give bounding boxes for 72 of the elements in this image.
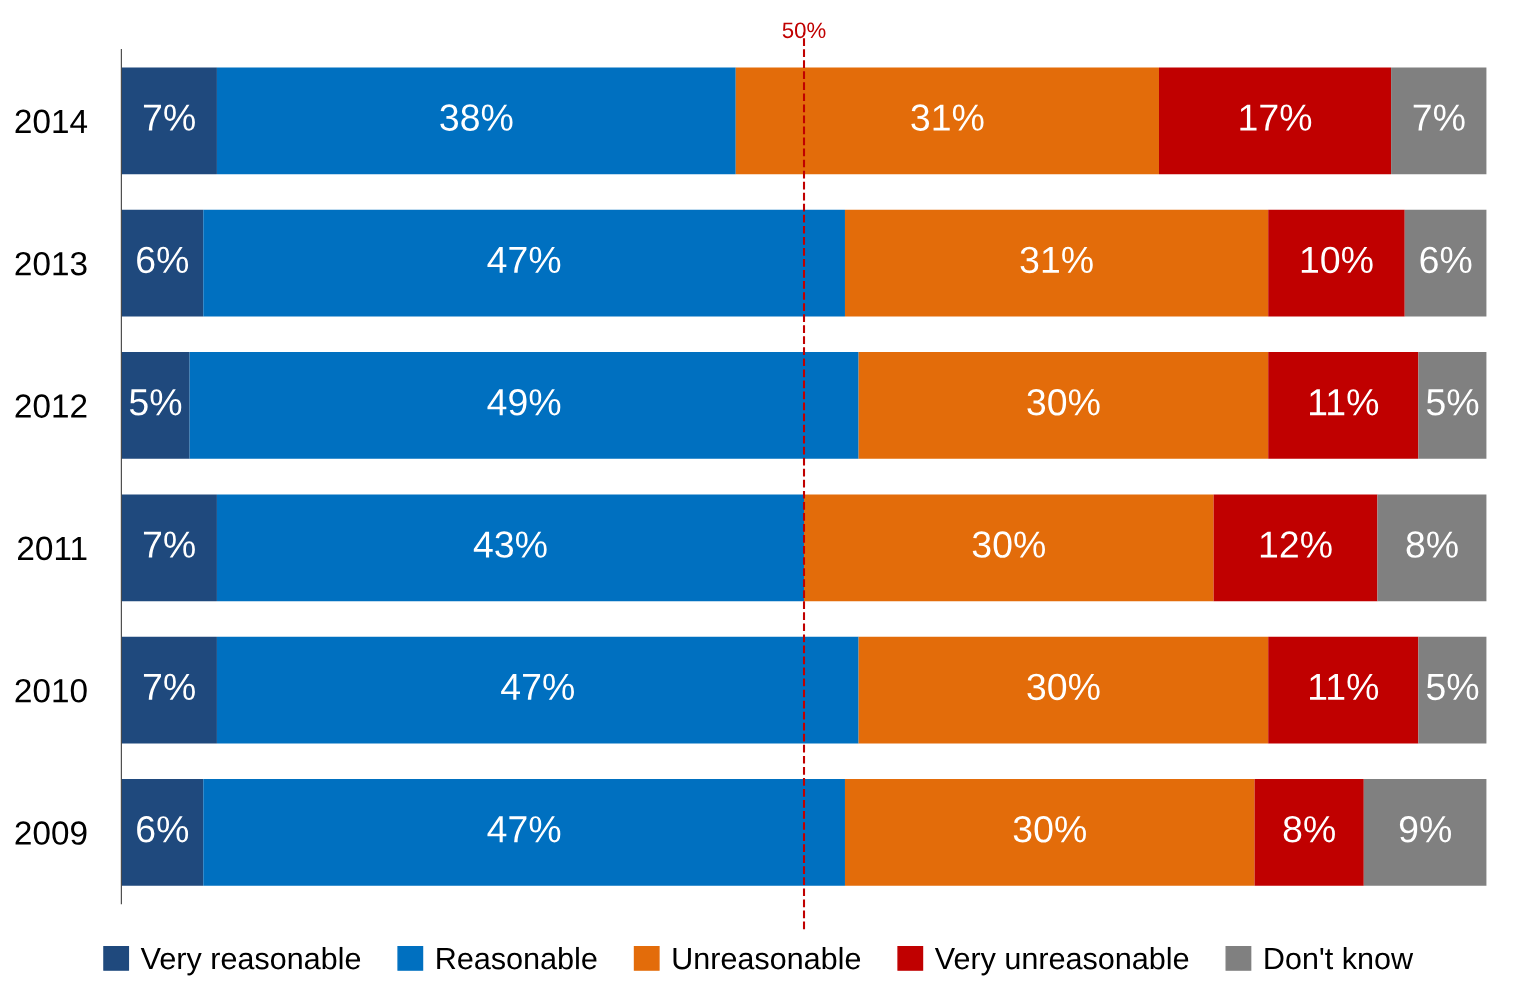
- data-label: 11%: [1310, 389, 1379, 416]
- data-label: 38%: [440, 104, 513, 131]
- bar: [858, 352, 1269, 459]
- legend-label: Reasonable: [437, 946, 597, 970]
- data-label: 7%: [143, 531, 195, 558]
- data-label: 6%: [137, 246, 189, 274]
- data-label: 30%: [972, 531, 1045, 558]
- bar: [1268, 352, 1419, 459]
- y-tick-label: 2014: [15, 109, 88, 134]
- bar: [121, 779, 204, 886]
- data-label: 6%: [137, 815, 189, 843]
- bar: [1377, 494, 1487, 602]
- data-label: 47%: [487, 246, 561, 274]
- bar: [1268, 636, 1419, 744]
- bar: [216, 67, 736, 175]
- bar: [1391, 67, 1487, 175]
- bar: [121, 494, 217, 602]
- data-label: 8%: [1283, 815, 1335, 843]
- data-label: 11%: [1310, 673, 1379, 701]
- data-label: 6%: [1420, 246, 1472, 274]
- data-label: 43%: [473, 531, 547, 558]
- bar: [735, 67, 1159, 175]
- bar: [1418, 352, 1487, 459]
- bar: [1268, 209, 1405, 317]
- y-tick-label: 2013: [15, 251, 87, 276]
- data-label: 30%: [1027, 673, 1100, 701]
- data-label: 5%: [1426, 673, 1479, 701]
- bar: [203, 209, 845, 317]
- legend-label: Very reasonable: [140, 946, 361, 976]
- data-label: 47%: [501, 673, 574, 701]
- y-tick-label: 2009: [15, 821, 87, 845]
- data-label: 5%: [129, 389, 182, 416]
- data-label: 7%: [143, 104, 195, 131]
- bar: [1213, 494, 1378, 602]
- data-label: 12%: [1260, 531, 1332, 558]
- bar: [203, 779, 845, 886]
- bar: [1254, 779, 1364, 886]
- y-tick-label: 2011: [18, 536, 87, 561]
- y-tick-label: 2010: [15, 678, 87, 703]
- bar: [121, 209, 204, 317]
- data-label: 9%: [1399, 815, 1451, 843]
- bar: [858, 636, 1269, 744]
- ref-line-label: 50%: [782, 22, 826, 39]
- data-label: 30%: [1013, 815, 1086, 843]
- data-label: 17%: [1240, 104, 1312, 131]
- legend-label: Unreasonable: [673, 946, 861, 970]
- data-label: 49%: [487, 388, 561, 416]
- data-label: 8%: [1406, 531, 1458, 558]
- data-label: 31%: [1020, 246, 1093, 274]
- legend-label: Don't know: [1265, 946, 1414, 970]
- bar: [1404, 209, 1487, 317]
- bar: [1158, 67, 1392, 175]
- data-label: 7%: [143, 673, 195, 701]
- data-label: 5%: [1426, 389, 1479, 416]
- bar: [216, 494, 805, 602]
- data-label: 30%: [1027, 388, 1100, 416]
- bar: [1363, 779, 1487, 886]
- bar: [844, 779, 1255, 886]
- data-label: 31%: [911, 104, 984, 131]
- bar: [844, 209, 1269, 317]
- data-label: 10%: [1301, 246, 1373, 274]
- bar: [121, 636, 217, 744]
- bar: [216, 636, 859, 744]
- bar: [121, 67, 217, 175]
- data-label: 47%: [487, 816, 561, 843]
- bar: [804, 494, 1214, 602]
- bar: [1418, 636, 1487, 744]
- data-label: 7%: [1413, 104, 1465, 131]
- bar: [121, 352, 190, 459]
- legend-label: Very unreasonable: [934, 946, 1189, 976]
- y-tick-label: 2012: [15, 394, 87, 418]
- bar: [189, 352, 859, 459]
